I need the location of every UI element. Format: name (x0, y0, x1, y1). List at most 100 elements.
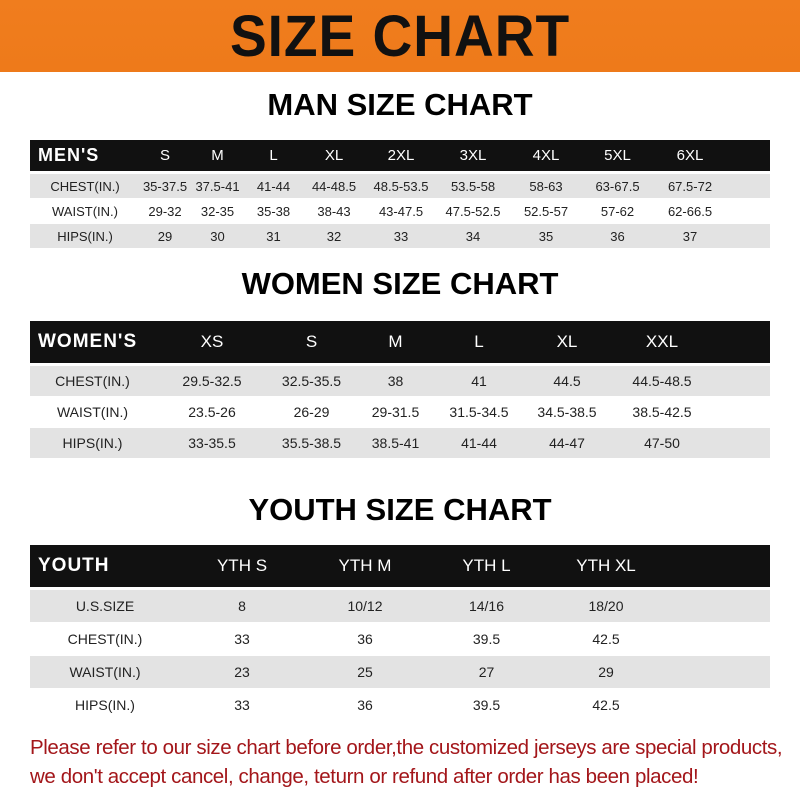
cell: 30 (210, 228, 225, 244)
cell: 2XL (387, 147, 415, 164)
cell: 38.5-42.5 (632, 404, 692, 420)
cell: 47.5-52.5 (445, 203, 501, 219)
row-label: U.S.SIZE (75, 598, 135, 614)
cell: XXL (645, 332, 679, 351)
cell: 32.5-35.5 (281, 373, 342, 389)
row-label: CHEST(IN.) (55, 373, 130, 389)
cell: 33 (393, 228, 409, 244)
cell: 39.5 (472, 697, 501, 713)
cell: S (305, 332, 318, 351)
cell: 42.5 (592, 697, 620, 713)
cell: 62-66.5 (667, 203, 713, 219)
cell: YTH XL (576, 556, 636, 575)
cell: 37 (682, 228, 698, 244)
notice-line-2: we don't accept cancel, change, teturn o… (30, 765, 699, 788)
cell: 44-48.5 (311, 178, 357, 194)
cell: 32 (326, 228, 342, 244)
cell: 34 (465, 228, 481, 244)
cell: 29-32 (148, 203, 182, 219)
cell: 6XL (676, 147, 704, 164)
cell: L (474, 332, 484, 351)
cell: 53.5-58 (450, 178, 496, 194)
row-label: HIPS(IN.) (62, 435, 123, 451)
cell: 31.5-34.5 (449, 404, 509, 420)
row-label: CHEST(IN.) (67, 631, 143, 647)
table-row: WAIST(IN.) 23.5-26 26-29 29-31.5 31.5-34.5 34… (30, 397, 770, 427)
cell: 38-43 (317, 203, 351, 219)
banner: SIZE CHART (0, 0, 800, 72)
row-label: CHEST(IN.) (50, 178, 120, 194)
women-table: WOMEN'S XS S M L XL XXL CHEST(IN.) 29.5-32.5 32.5… (30, 321, 770, 458)
header-row: YOUTH YTH S YTH M YTH L YTH XL (30, 545, 770, 587)
cell: 57-62 (600, 203, 635, 219)
cell: 39.5 (472, 631, 501, 647)
cell: 31 (266, 228, 281, 244)
cell: XL (556, 332, 578, 351)
cell: 36 (357, 697, 373, 713)
table-row: WAIST(IN.) 23 25 27 29 (30, 656, 770, 688)
table-label: MEN'S (38, 145, 100, 165)
row-label: HIPS(IN.) (75, 697, 135, 713)
table-row: HIPS(IN.) 33 36 39.5 42.5 (30, 689, 770, 721)
cell: 14/16 (468, 598, 505, 614)
cell: 35.5-38.5 (281, 435, 342, 451)
cell: 29.5-32.5 (182, 373, 242, 389)
cell: L (269, 147, 278, 164)
cell: M (211, 147, 224, 164)
row-label: HIPS(IN.) (57, 228, 113, 244)
cell: 38 (387, 373, 404, 389)
men-table: MEN'S S M L XL 2XL 3XL 4XL 5XL 6XL CHEST(IN.) 35-37… (30, 140, 770, 248)
cell: YTH S (216, 556, 268, 575)
notice-line-1: Please refer to our size chart before or… (30, 736, 783, 759)
cell: 33 (234, 631, 250, 647)
cell: 29-31.5 (371, 404, 420, 420)
cell: 29 (157, 228, 173, 244)
banner-title: SIZE CHART (229, 3, 571, 69)
cell: S (159, 147, 170, 164)
cell: 41-44 (256, 178, 291, 194)
cell: 48.5-53.5 (373, 178, 429, 194)
cell: 25 (357, 664, 373, 680)
header-row: MEN'S S M L XL 2XL 3XL 4XL 5XL 6XL (30, 140, 770, 171)
cell: 3XL (459, 147, 487, 164)
cell: 52.5-57 (523, 203, 569, 219)
cell: 37.5-41 (195, 178, 240, 194)
cell: 23 (234, 664, 250, 680)
cell: 44.5 (553, 373, 581, 389)
youth-table: YOUTH YTH S YTH M YTH L YTH XL U.S.SIZE 8 10/12… (30, 545, 770, 721)
cell: M (388, 332, 403, 351)
cell: YTH L (462, 556, 511, 575)
cell: XL (324, 147, 344, 164)
cell: 10/12 (347, 598, 383, 614)
table-row: HIPS(IN.) 33-35.5 35.5-38.5 38.5-41 41-44 44-… (30, 428, 770, 458)
cell: 35-37.5 (142, 178, 188, 194)
cell: 36 (357, 631, 373, 647)
cell: 4XL (532, 147, 560, 164)
row-label: WAIST(IN.) (69, 664, 141, 680)
cell: 44.5-48.5 (632, 373, 692, 389)
cell: 63-67.5 (595, 178, 640, 194)
cell: 29 (598, 664, 614, 680)
cell: 41 (471, 373, 487, 389)
cell: XS (200, 332, 224, 351)
row-label: WAIST(IN.) (56, 404, 129, 420)
table-row: WAIST(IN.) 29-32 32-35 35-38 38-43 43-47.5 47.… (30, 199, 770, 223)
cell: 58-63 (529, 178, 563, 194)
cell: 18/20 (588, 598, 624, 614)
cell: 41-44 (461, 435, 497, 451)
table-label: WOMEN'S (38, 331, 138, 352)
table-row: CHEST(IN.) 29.5-32.5 32.5-35.5 38 41 44.5 44.5… (30, 366, 770, 396)
cell: 27 (478, 664, 495, 680)
cell: 47-50 (644, 435, 680, 451)
cell: 38.5-41 (371, 435, 420, 451)
cell: 35-38 (256, 203, 291, 219)
cell: 5XL (604, 147, 631, 164)
cell: 34.5-38.5 (537, 404, 597, 420)
cell: YTH M (338, 556, 392, 575)
men-title: MAN SIZE CHART (267, 87, 533, 122)
table-row: HIPS(IN.) 29 30 31 32 33 34 35 36 37 (30, 224, 770, 248)
header-row: WOMEN'S XS S M L XL XXL (30, 321, 770, 363)
cell: 8 (238, 598, 246, 614)
cell: 26-29 (293, 404, 330, 420)
order-notice: Please refer to our size chart before or… (30, 733, 790, 791)
